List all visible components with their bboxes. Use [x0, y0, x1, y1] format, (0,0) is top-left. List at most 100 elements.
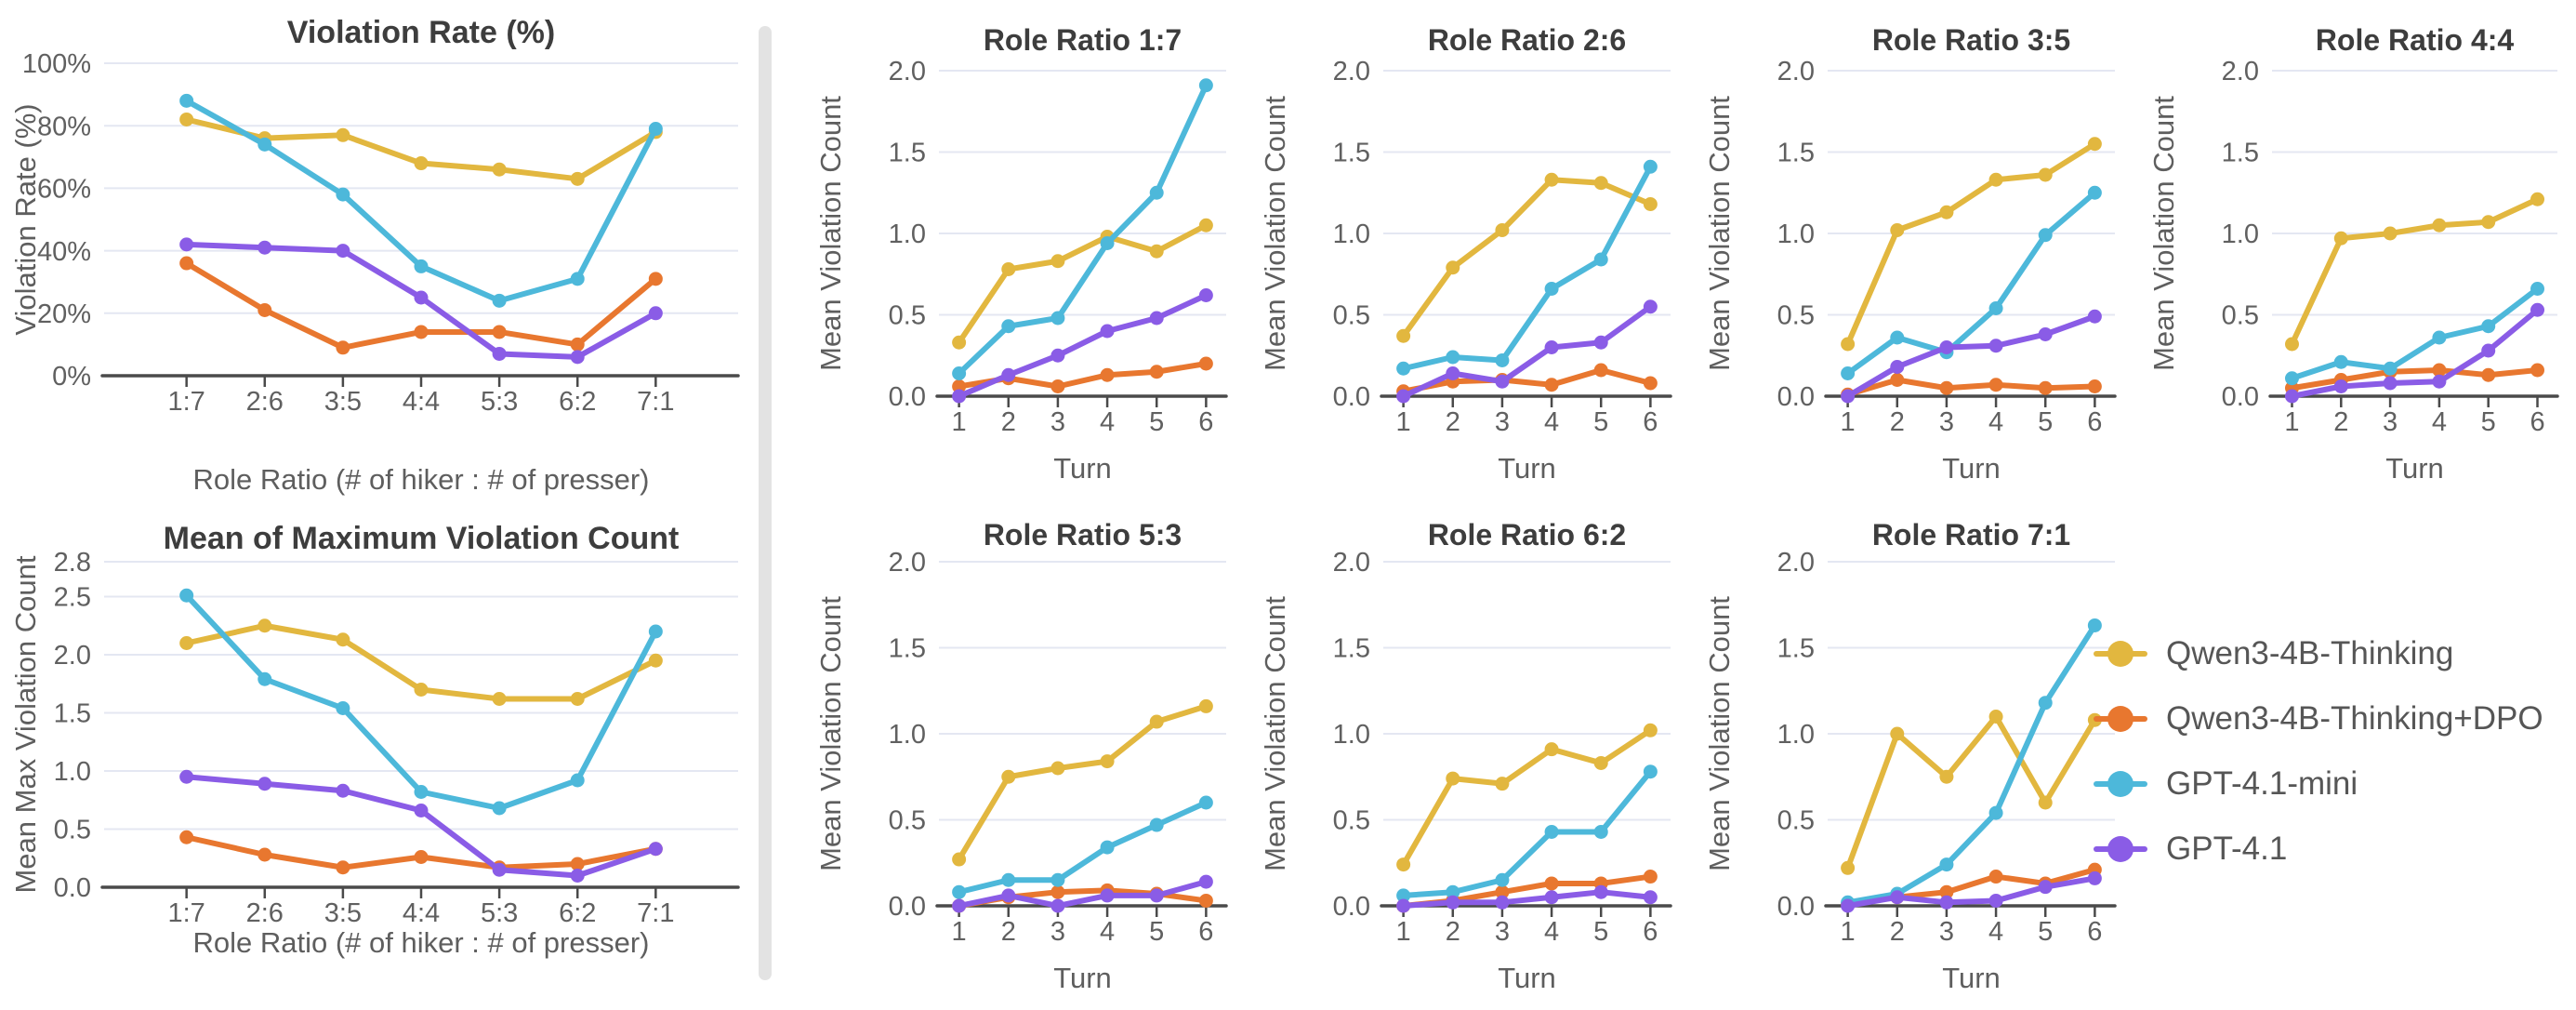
series-marker-GPT-4.1-mini	[258, 671, 272, 686]
legend-item-qwen3-4b-thinking: Qwen3-4B-Thinking	[2094, 634, 2543, 673]
series-marker-Qwen3-4B-Thinking	[2087, 137, 2102, 152]
series-line-Qwen3-4B-Thinking	[956, 222, 1209, 346]
series-marker-GPT-4.1-mini	[179, 588, 194, 603]
series-marker-GPT-4.1-mini	[1890, 330, 1905, 345]
x-tick-label: 4	[1100, 407, 1115, 437]
x-tick-label: 6	[1198, 917, 1213, 947]
x-tick-label: 2	[1890, 407, 1905, 437]
x-tick-label: 7:1	[637, 898, 674, 928]
series-marker-Qwen3-4B-Thinking+DPO	[179, 830, 194, 844]
x-tick-label: 1	[1396, 917, 1411, 947]
series-marker-GPT-4.1-mini	[1396, 888, 1411, 903]
x-tick-label: 2:6	[246, 898, 284, 928]
series-marker-Qwen3-4B-Thinking+DPO	[1544, 378, 1559, 392]
series-marker-GPT-4.1	[648, 842, 663, 857]
y-axis-label: Mean Max Violation Count	[9, 555, 42, 893]
chart-title: Role Ratio 5:3	[984, 521, 1182, 552]
series-marker-GPT-4.1-mini	[1100, 236, 1115, 250]
series-line-GPT-4.1-mini	[956, 82, 1209, 377]
y-tick-label: 1.5	[1333, 634, 1370, 664]
x-tick-label: 5:3	[481, 387, 518, 417]
series-marker-GPT-4.1	[179, 769, 194, 784]
series-line-Qwen3-4B-Thinking+DPO	[2289, 367, 2541, 392]
x-tick-label: 4:4	[403, 898, 440, 928]
x-axis-label: Turn	[1498, 452, 1556, 485]
y-tick-label: 1.5	[889, 139, 926, 168]
series-marker-GPT-4.1-mini	[1988, 301, 2003, 315]
series-marker-GPT-4.1	[336, 244, 350, 259]
x-tick-label: 3	[1495, 407, 1510, 437]
y-tick-label: 0.0	[2222, 382, 2259, 412]
x-tick-label: 3:5	[324, 898, 362, 928]
series-line-GPT-4.1	[2289, 307, 2541, 399]
series-marker-GPT-4.1	[1593, 884, 1608, 899]
x-tick-label: 5	[1593, 917, 1608, 947]
series-marker-Qwen3-4B-Thinking+DPO	[414, 850, 429, 864]
legend-label: Qwen3-4B-Thinking+DPO	[2166, 700, 2543, 737]
series-marker-Qwen3-4B-Thinking	[1198, 218, 1213, 233]
series-marker-GPT-4.1-mini	[648, 122, 663, 137]
y-tick-label: 2.0	[1333, 57, 1370, 86]
series-marker-GPT-4.1	[1198, 288, 1213, 302]
series-marker-Qwen3-4B-Thinking	[2333, 231, 2348, 246]
series-marker-GPT-4.1-mini	[1988, 805, 2003, 820]
y-tick-label: 1.5	[1333, 139, 1370, 168]
legend-label: Qwen3-4B-Thinking	[2166, 635, 2454, 671]
series-marker-Qwen3-4B-Thinking+DPO	[1988, 870, 2003, 884]
series-marker-GPT-4.1	[1841, 898, 1856, 913]
chart-role-ratio-1-7: 0.0 0.5 1.0 1.5 2.0 1 2 3 4 5 6 Role Ratio 1:7 Turn M…	[801, 2, 1243, 521]
series-marker-Qwen3-4B-Thinking+DPO	[1939, 380, 1954, 395]
chart-title: Role Ratio 7:1	[1872, 521, 2070, 552]
y-tick-label: 1.5	[54, 699, 91, 729]
y-tick-label: 2.0	[889, 57, 926, 86]
series-marker-Qwen3-4B-Thinking+DPO	[414, 325, 429, 339]
series-marker-GPT-4.1	[1001, 367, 1016, 382]
x-tick-label: 3	[1050, 407, 1065, 437]
series-line-GPT-4.1	[956, 292, 1209, 399]
series-line-GPT-4.1-mini	[1400, 768, 1654, 898]
chart-svg: 0.0 0.5 1.0 1.5 2.0 2.5 2.8 1:7 2:6 3:5 4:4 5:3 6:2 7…	[9, 523, 740, 959]
series-marker-Qwen3-4B-Thinking	[1446, 771, 1460, 786]
series-marker-GPT-4.1	[1643, 299, 1658, 314]
series-marker-GPT-4.1	[258, 777, 272, 791]
x-tick-label: 1	[1396, 407, 1411, 437]
chart-title: Violation Rate (%)	[287, 15, 555, 50]
section-divider	[759, 26, 772, 980]
y-tick-label: 0.5	[1777, 301, 1815, 331]
series-marker-GPT-4.1	[1396, 898, 1411, 913]
series-marker-Qwen3-4B-Thinking+DPO	[1593, 363, 1608, 378]
series-marker-Qwen3-4B-Thinking	[1890, 726, 1905, 741]
y-tick-label: 2.0	[2222, 57, 2259, 86]
series-marker-Qwen3-4B-Thinking	[1988, 172, 2003, 187]
series-marker-GPT-4.1-mini	[1446, 884, 1460, 899]
series-marker-GPT-4.1-mini	[1149, 817, 1164, 832]
series-line-Qwen3-4B-Thinking	[1400, 727, 1654, 868]
series-marker-GPT-4.1-mini	[2333, 354, 2348, 369]
series-marker-GPT-4.1	[1495, 895, 1510, 910]
series-marker-Qwen3-4B-Thinking+DPO	[570, 857, 585, 871]
series-marker-Qwen3-4B-Thinking+DPO	[1198, 893, 1213, 908]
series-marker-Qwen3-4B-Thinking+DPO	[648, 272, 663, 286]
series-marker-Qwen3-4B-Thinking+DPO	[258, 302, 272, 317]
y-tick-label: 1.5	[1777, 139, 1815, 168]
legend-swatch-line	[2094, 771, 2147, 797]
series-line-Qwen3-4B-Thinking	[956, 703, 1209, 863]
series-marker-GPT-4.1-mini	[952, 366, 967, 380]
series-marker-Qwen3-4B-Thinking	[2432, 218, 2447, 233]
x-tick-label: 4	[1988, 917, 2003, 947]
chart-svg: 0.0 0.5 1.0 1.5 2.0 1 2 3 4 5 6 Role Ratio 3:5 Turn M…	[1703, 23, 2117, 485]
series-marker-GPT-4.1-mini	[1495, 872, 1510, 887]
series-line-GPT-4.1-mini	[1844, 622, 2098, 906]
series-marker-Qwen3-4B-Thinking	[1396, 328, 1411, 343]
x-tick-label: 5	[1149, 917, 1164, 947]
series-marker-GPT-4.1	[2383, 376, 2398, 391]
x-axis-label: Turn	[2385, 452, 2444, 485]
series-marker-Qwen3-4B-Thinking	[1643, 723, 1658, 738]
chart-mean-max-violation-count: 0.0 0.5 1.0 1.5 2.0 2.5 2.8 1:7 2:6 3:5 4:4 5:3 6:2 7…	[6, 523, 751, 1010]
x-tick-label: 5	[1149, 407, 1164, 437]
x-tick-label: 4	[1988, 407, 2003, 437]
series-marker-GPT-4.1	[1544, 340, 1559, 354]
series-marker-Qwen3-4B-Thinking+DPO	[336, 340, 350, 355]
series-marker-Qwen3-4B-Thinking+DPO	[1544, 876, 1559, 891]
series-marker-Qwen3-4B-Thinking	[648, 653, 663, 668]
